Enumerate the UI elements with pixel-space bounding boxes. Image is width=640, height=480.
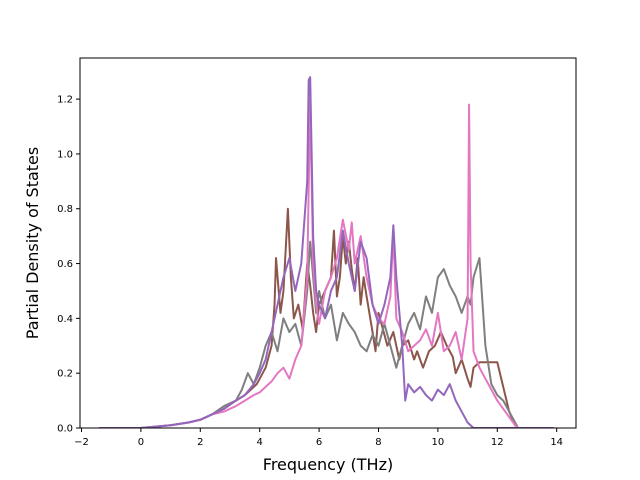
series-layer xyxy=(99,76,554,428)
x-tick-label: 0 xyxy=(138,437,144,448)
x-tick-label: 4 xyxy=(257,437,263,448)
y-axis-label: Partial Density of States xyxy=(23,147,42,339)
x-tick-label: 10 xyxy=(432,437,445,448)
y-tick-label: 0.0 xyxy=(57,424,73,435)
x-tick-label: 12 xyxy=(491,437,504,448)
y-tick-label: 1.2 xyxy=(57,95,73,106)
y-tick-label: 1.0 xyxy=(57,149,73,160)
x-tick-label: −2 xyxy=(74,437,89,448)
y-tick-label: 0.6 xyxy=(57,259,73,270)
y-axis: 0.0 0.2 0.4 0.6 0.8 1.0 1.2 xyxy=(57,95,80,435)
series-line-3 xyxy=(99,98,554,428)
y-tick-label: 0.4 xyxy=(57,314,73,325)
y-tick-label: 0.2 xyxy=(57,369,73,380)
x-tick-label: 2 xyxy=(197,437,203,448)
x-tick-label: 8 xyxy=(375,437,381,448)
x-axis: −2 0 2 4 6 8 10 12 14 xyxy=(74,428,563,448)
x-tick-label: 14 xyxy=(550,437,563,448)
x-tick-label: 6 xyxy=(316,437,322,448)
series-line-4 xyxy=(99,76,554,428)
plot-frame xyxy=(79,57,577,429)
x-axis-label: Frequency (THz) xyxy=(263,455,393,474)
y-tick-label: 0.8 xyxy=(57,204,73,215)
